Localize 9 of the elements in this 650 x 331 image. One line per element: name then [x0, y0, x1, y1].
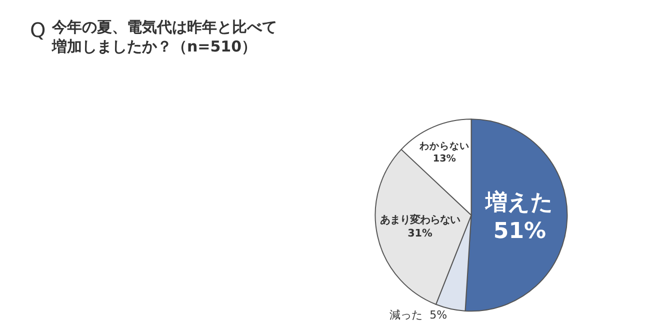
- text: 今年の夏、電気代は昨年と比べて増加しましたか？（n=510）: [51, 18, 277, 56]
- slice-label: 増えた: [484, 189, 554, 216]
- text: Q: [30, 18, 46, 42]
- data-label: 13%: [432, 153, 456, 164]
- data-label: 31%: [408, 228, 433, 240]
- slice-label: 減った 5%: [390, 308, 448, 322]
- slice-label: わからない: [418, 140, 470, 152]
- slice-label: あまり変わらない: [380, 214, 460, 226]
- data-label: 51%: [493, 218, 546, 244]
